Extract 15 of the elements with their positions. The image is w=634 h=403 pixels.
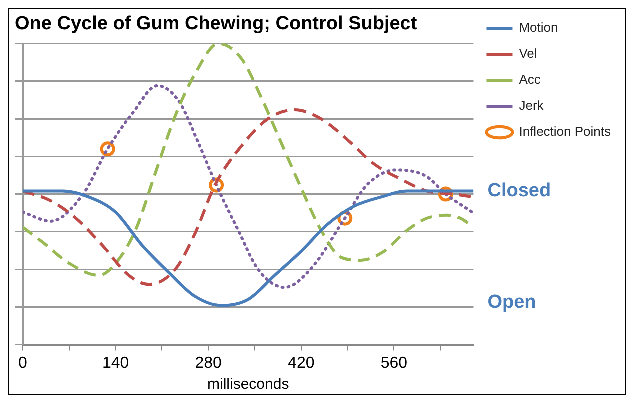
legend-label: Motion bbox=[519, 20, 558, 36]
text: Open bbox=[488, 292, 536, 313]
x-tick-label: 0 bbox=[18, 354, 28, 372]
x-tick-label: 140 bbox=[102, 354, 130, 372]
chart-title: One Cycle of Gum Chewing; Control Subject bbox=[15, 14, 418, 35]
point bbox=[100, 142, 116, 157]
x-tick-label: 560 bbox=[380, 354, 408, 372]
legend-label: Jerk bbox=[519, 98, 544, 114]
x-tick-label: 280 bbox=[195, 354, 222, 372]
x-tick-label: 420 bbox=[288, 354, 315, 372]
x-axis-title: milliseconds bbox=[208, 376, 290, 394]
legend-label: Vel bbox=[519, 46, 538, 62]
text: Closed bbox=[488, 180, 552, 202]
legend-label: Acc bbox=[519, 72, 542, 88]
legend-label: Inflection Points bbox=[519, 124, 612, 140]
